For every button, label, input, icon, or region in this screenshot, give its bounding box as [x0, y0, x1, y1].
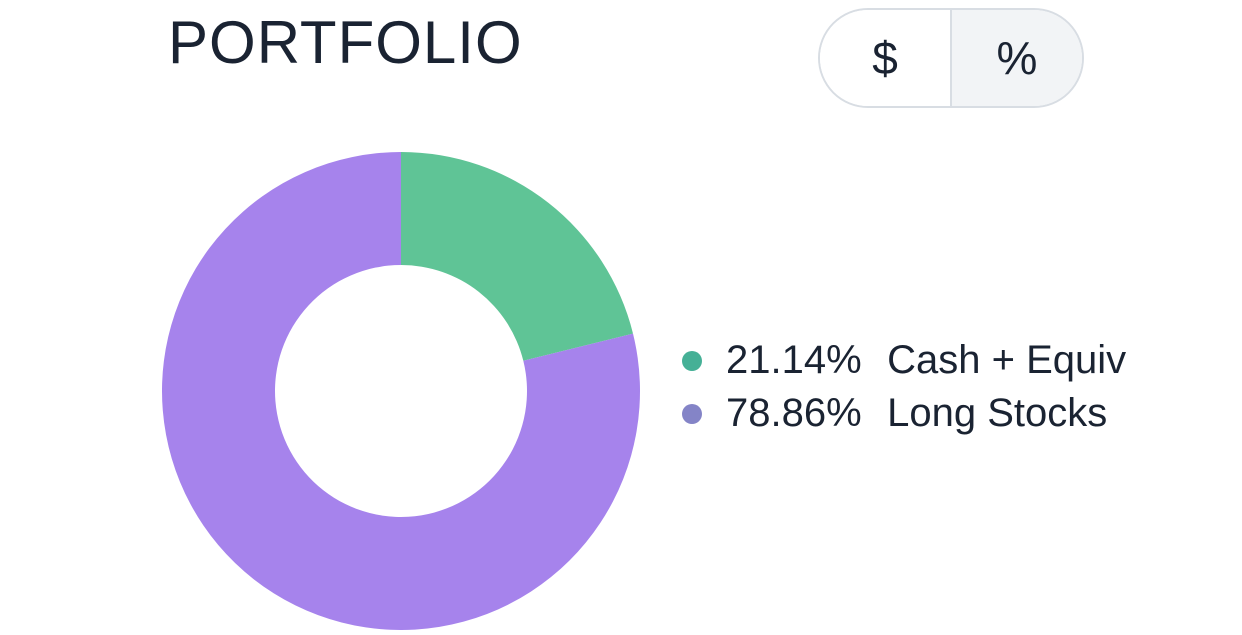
legend-item: 78.86% Long Stocks	[682, 391, 1126, 436]
legend-dot-icon	[682, 351, 702, 371]
legend-name: Cash + Equiv	[876, 338, 1126, 382]
legend-label: 78.86% Long Stocks	[726, 391, 1107, 436]
legend-name: Long Stocks	[876, 391, 1107, 435]
toggle-dollar-button[interactable]: $	[820, 10, 950, 106]
legend-percent: 21.14%	[726, 338, 876, 383]
legend-percent: 78.86%	[726, 391, 876, 436]
portfolio-donut-chart	[162, 152, 640, 630]
legend-item: 21.14% Cash + Equiv	[682, 338, 1126, 383]
unit-toggle: $ %	[818, 8, 1084, 108]
legend-dot-icon	[682, 404, 702, 424]
chart-legend: 21.14% Cash + Equiv78.86% Long Stocks	[682, 338, 1126, 444]
toggle-percent-button[interactable]: %	[952, 10, 1082, 106]
donut-slice	[401, 152, 633, 361]
page-title: PORTFOLIO	[168, 8, 523, 77]
legend-label: 21.14% Cash + Equiv	[726, 338, 1126, 383]
